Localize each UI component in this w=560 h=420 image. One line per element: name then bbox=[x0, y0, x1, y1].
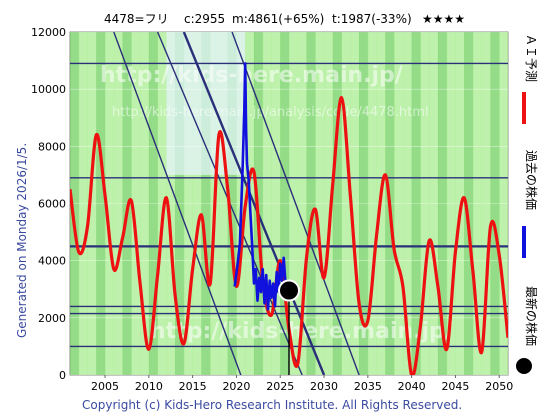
header-target-price: t:1987(-33%) bbox=[332, 12, 412, 26]
x-tick-label: 2030 bbox=[310, 380, 338, 393]
trend-line bbox=[231, 32, 360, 375]
y-tick-label: 2000 bbox=[38, 312, 66, 325]
header-current-price: c:2955 bbox=[184, 12, 225, 26]
header-rating-stars: ★★★★ bbox=[422, 12, 465, 26]
y-tick-label: 0 bbox=[59, 369, 66, 382]
x-axis-ticks: 2005 2010 2015 2020 2025 2030 2035 2040 2045 2050 bbox=[91, 375, 513, 393]
legend-ai-label: ＡＩ予測 bbox=[524, 34, 538, 82]
x-tick-label: 2040 bbox=[398, 380, 426, 393]
latest-marker-layer bbox=[278, 279, 300, 375]
trend-line bbox=[113, 32, 242, 375]
legend-latest-dot bbox=[516, 358, 532, 374]
header-mid-price: m:4861(+65%) bbox=[232, 12, 324, 26]
x-tick-label: 2035 bbox=[354, 380, 382, 393]
legend-past-label: 過去の株価 bbox=[524, 150, 539, 210]
x-tick-label: 2010 bbox=[135, 380, 163, 393]
generated-date-label: Generated on Monday 2026/1/5. bbox=[15, 143, 29, 338]
header-code-name: 4478=フリ bbox=[104, 12, 169, 26]
y-tick-label: 12000 bbox=[31, 26, 66, 39]
x-tick-label: 2015 bbox=[179, 380, 207, 393]
x-tick-label: 2005 bbox=[91, 380, 119, 393]
latest-price-marker bbox=[278, 279, 300, 302]
watermark-sub: http://kids-here.main.jp/analysis/code/4… bbox=[112, 105, 429, 120]
past-price-line bbox=[233, 62, 291, 311]
y-tick-label: 8000 bbox=[38, 140, 66, 153]
x-tick-label: 2025 bbox=[266, 380, 294, 393]
x-tick-label: 2050 bbox=[485, 380, 513, 393]
copyright-notice: Copyright (c) Kids-Hero Research Institu… bbox=[82, 398, 462, 412]
legend: ＡＩ予測 過去の株価 最新の株価 bbox=[516, 34, 539, 374]
x-tick-label: 2045 bbox=[441, 380, 469, 393]
x-tick-label: 2020 bbox=[222, 380, 250, 393]
y-tick-label: 4000 bbox=[38, 255, 66, 268]
y-tick-label: 6000 bbox=[38, 198, 66, 211]
y-axis-ticks: 0 2000 4000 6000 8000 10000 12000 bbox=[31, 26, 66, 382]
legend-latest-label: 最新の株価 bbox=[524, 286, 539, 346]
y-tick-label: 10000 bbox=[31, 83, 66, 96]
